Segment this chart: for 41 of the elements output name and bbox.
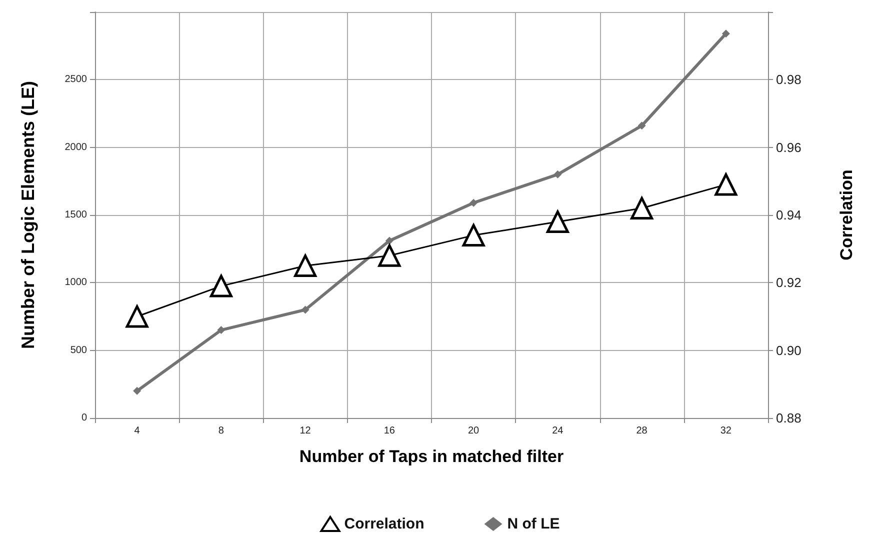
y2-tick-label: 0.94 [776,208,802,222]
point [294,254,317,277]
x-tick-label: 24 [552,426,564,436]
point [133,386,142,395]
point [638,122,646,130]
y2-tick-label: 0.92 [776,275,802,290]
x-tick-label: 8 [218,426,224,436]
point [470,198,478,207]
y-tick-label: 1500 [64,210,88,220]
point [546,210,569,234]
y2-tick-label: 0.98 [776,72,802,88]
point [554,170,562,178]
x-tick-label: 16 [384,426,396,436]
point [301,306,310,314]
y2-tick-label: 0.96 [776,140,802,155]
y2-tick-label: 0.90 [776,342,802,358]
x-tick-label: 20 [468,426,480,436]
point [630,196,654,220]
y-axis-title: Number of Logic Elements (LE) [18,80,38,350]
y2-axis-title: Correlation [837,170,856,260]
x-tick-label: 28 [636,426,648,436]
y-tick-label: 0 [81,412,88,424]
x-axis-title: Number of Taps in matched filter [299,447,564,466]
y-tick-label: 2000 [64,142,88,153]
point [210,274,232,298]
point [217,326,226,334]
point [385,236,394,245]
x-tick-label: 12 [300,426,312,436]
y-tick-label: 500 [70,344,88,356]
point [722,30,730,38]
y2-tick-label: 0.88 [776,410,802,426]
x-tick-label: 32 [720,426,732,436]
y-tick-label: 1000 [64,277,88,288]
legend-label: N of LE [507,516,560,532]
point [462,224,485,247]
y-tick-label: 2500 [64,74,88,86]
point [714,173,738,196]
legend-label: Correlation [344,516,424,532]
point [126,305,148,328]
x-tick-label: 4 [134,426,140,436]
point [378,244,401,267]
